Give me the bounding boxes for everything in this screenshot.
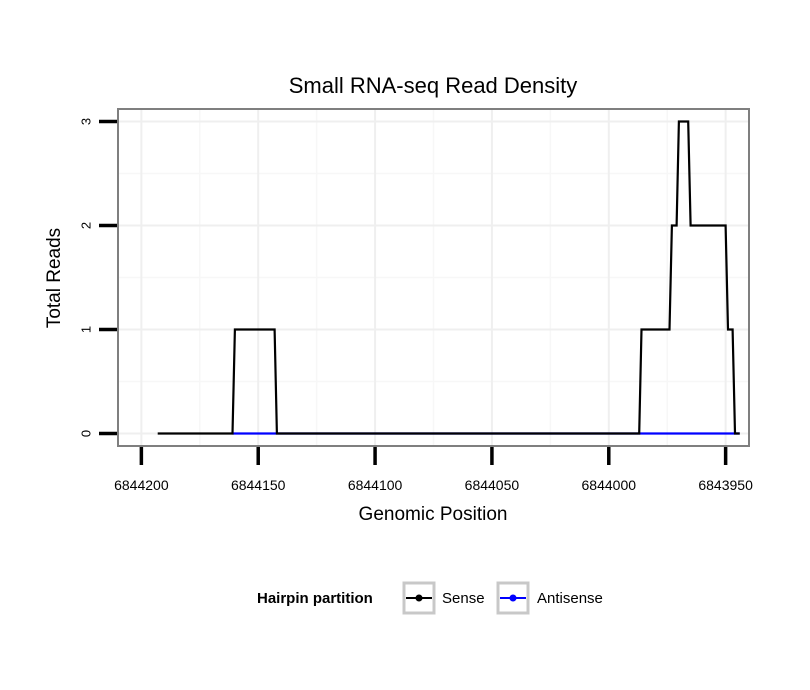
x-tick-label-5: 6843950 (698, 477, 753, 493)
x-tick-label-4: 6844000 (582, 477, 637, 493)
legend-item-sense: Sense (402, 581, 485, 615)
series-layer (157, 120, 740, 435)
legend-key-antisense-dot (509, 594, 517, 602)
chart-title: Small RNA-seq Read Density (289, 73, 578, 98)
legend-label-sense: Sense (442, 590, 485, 607)
x-tick-label-1: 6844150 (231, 477, 286, 493)
y-tick-label-3: 3 (78, 118, 93, 125)
series-line-sense (157, 120, 740, 435)
y-tick-label-1: 1 (78, 326, 93, 333)
legend-item-antisense: Antisense (496, 581, 603, 615)
x-axis-label: Genomic Position (359, 504, 508, 525)
legend-label-antisense: Antisense (537, 590, 603, 607)
minor-gridlines (119, 110, 748, 445)
y-tick-label-2: 2 (78, 222, 93, 229)
y-axis: 0 1 2 3 (78, 118, 117, 437)
y-tick-label-0: 0 (78, 430, 93, 437)
x-axis: 6844200 6844150 6844100 6844050 6844000 68439… (114, 447, 753, 493)
x-tick-label-0: 6844200 (114, 477, 169, 493)
y-axis-label: Total Reads (44, 228, 65, 328)
x-tick-label-3: 6844050 (465, 477, 520, 493)
x-tick-label-2: 6844100 (348, 477, 403, 493)
legend-title: Hairpin partition (257, 590, 373, 607)
legend-key-sense-dot (415, 594, 423, 602)
legend: Hairpin partition Sense Antisense (257, 581, 603, 615)
